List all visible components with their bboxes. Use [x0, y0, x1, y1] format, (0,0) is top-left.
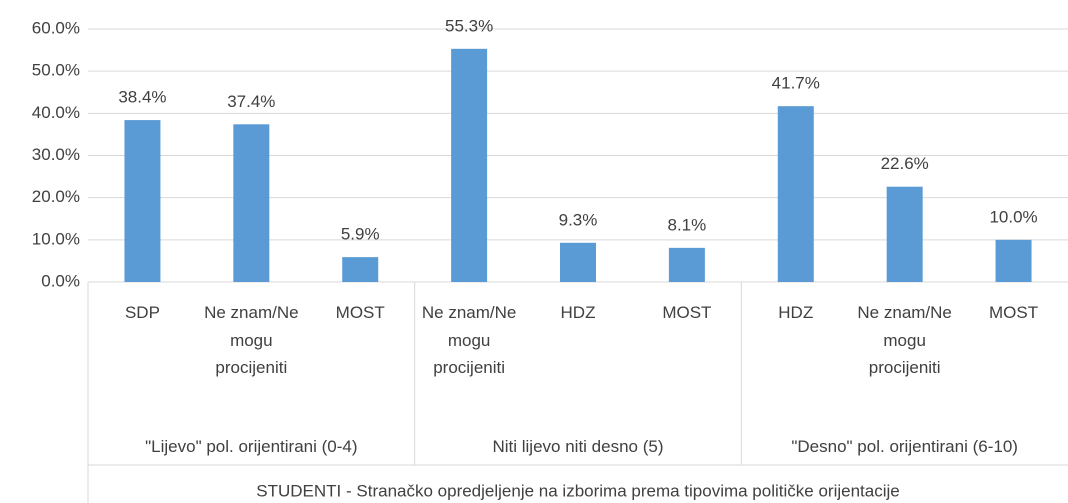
y-tick-label: 0.0% — [41, 271, 80, 290]
x-tick-label: MOST — [988, 303, 1039, 322]
group-label: "Desno" pol. orijentirani (6-10) — [791, 437, 1018, 456]
value-label: 5.9% — [341, 225, 380, 244]
y-tick-label: 40.0% — [32, 103, 80, 122]
value-label: 37.4% — [227, 92, 275, 111]
bar — [886, 186, 923, 282]
y-tick-label: 30.0% — [32, 145, 80, 164]
x-tick-label: SDP — [124, 303, 160, 322]
value-label: 8.1% — [668, 215, 707, 234]
x-tick-label: MOST — [335, 303, 385, 322]
value-label: 22.6% — [881, 154, 929, 173]
x-tick-label: MOST — [662, 303, 712, 322]
group-label: Niti lijevo niti desno (5) — [492, 437, 664, 456]
x-tick-label: Ne znam/Ne mogu procijeniti — [421, 303, 517, 377]
x-tick-label: HDZ — [560, 303, 596, 322]
value-label: 10.0% — [989, 207, 1037, 226]
bar — [777, 106, 814, 282]
x-tick-label: Ne znam/Ne mogu procijeniti — [204, 303, 299, 377]
value-label: 41.7% — [772, 74, 820, 93]
value-label: 55.3% — [445, 16, 493, 35]
bar — [124, 120, 161, 282]
y-tick-label: 60.0% — [32, 18, 80, 37]
group-label: "Lijevo" pol. orijentirani (0-4) — [145, 437, 358, 456]
x-tick-label: HDZ — [778, 303, 814, 322]
bar — [451, 48, 488, 283]
y-tick-label: 10.0% — [32, 229, 80, 248]
value-label: 38.4% — [118, 88, 166, 107]
bar — [995, 239, 1032, 282]
value-label: 9.3% — [559, 210, 598, 229]
bar — [342, 257, 379, 282]
bar — [560, 242, 596, 282]
bar — [668, 247, 705, 282]
bar — [233, 124, 270, 283]
y-tick-label: 20.0% — [32, 187, 80, 206]
x-tick-label: Ne znam/Ne mogu procijeniti — [857, 303, 952, 377]
x-axis-label: STUDENTI - Stranačko opredjeljenje na iz… — [256, 481, 899, 500]
y-tick-label: 50.0% — [32, 61, 80, 80]
